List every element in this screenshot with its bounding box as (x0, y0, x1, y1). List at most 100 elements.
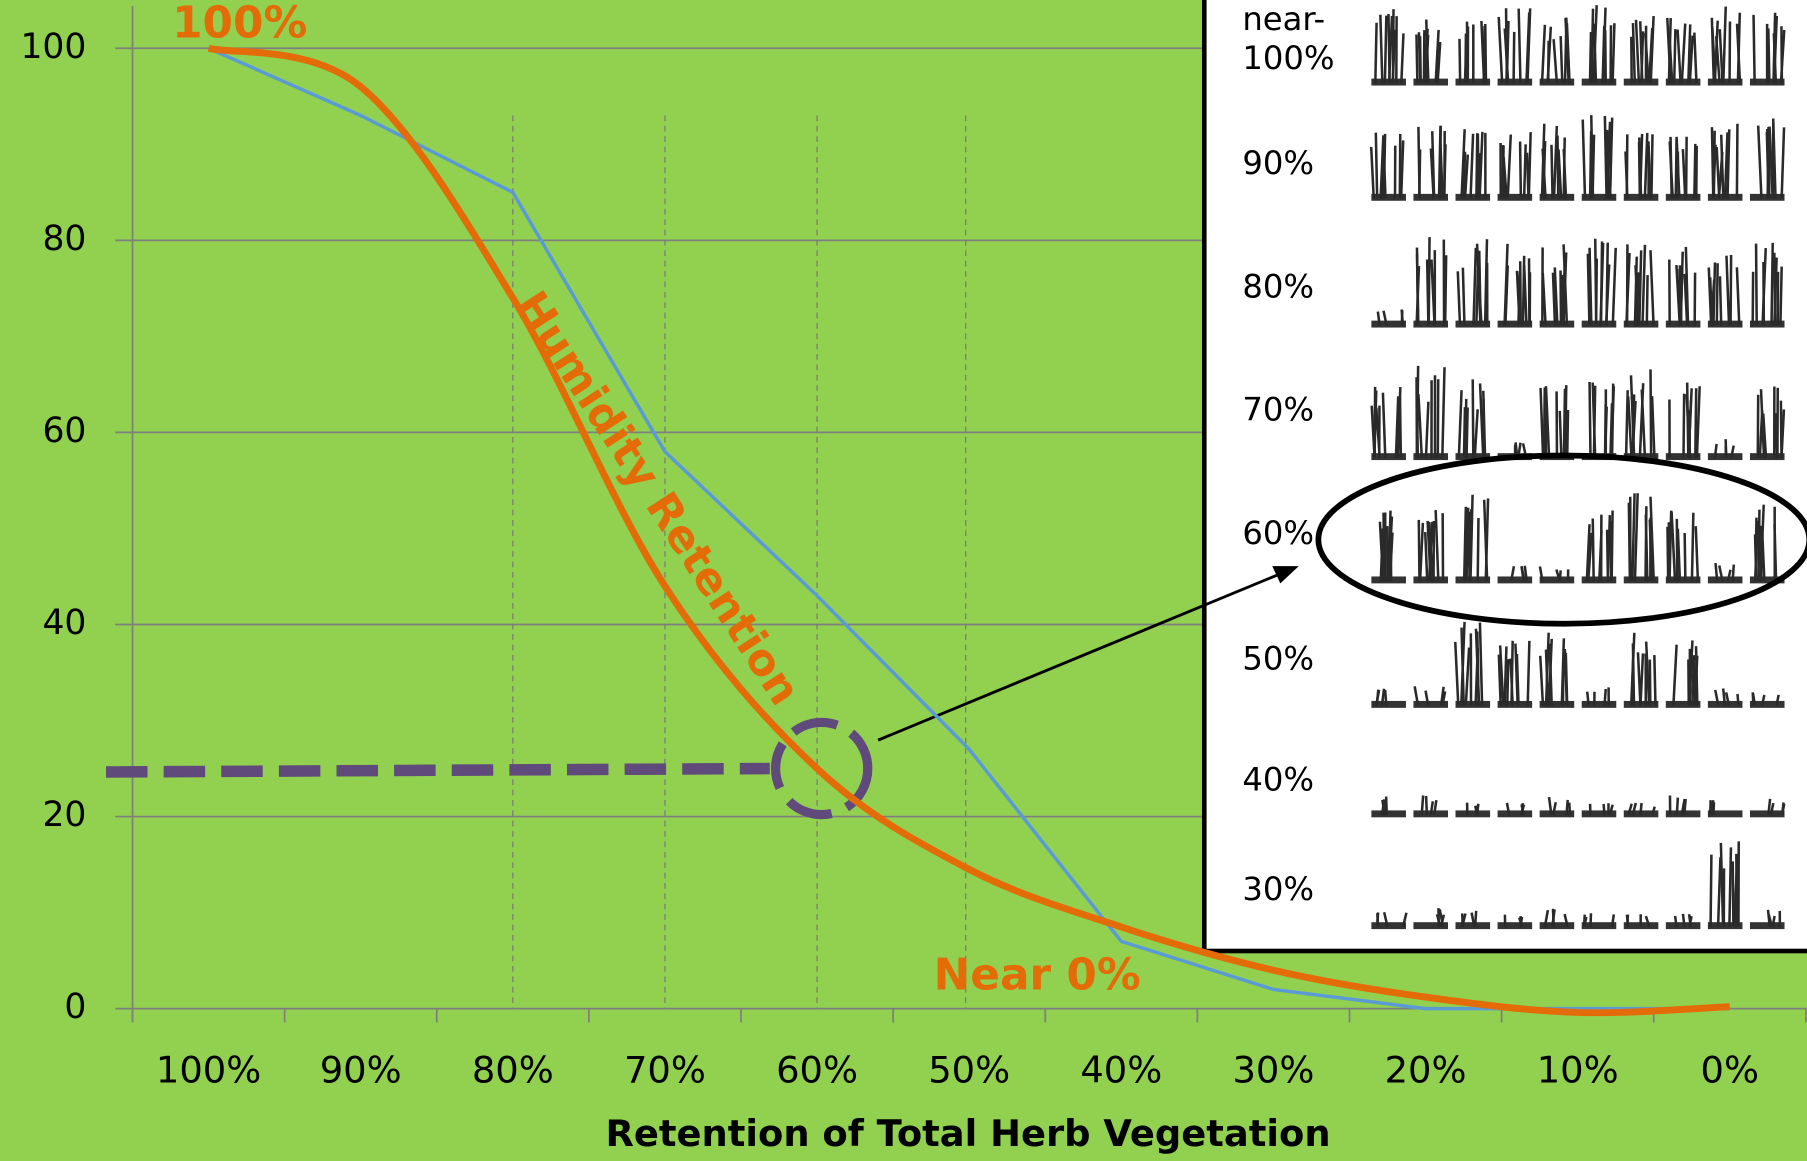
photo-base (1371, 193, 1406, 201)
photo-stem (1497, 654, 1502, 706)
annotation: 100% (172, 0, 307, 49)
photo-stem (1625, 134, 1629, 199)
photo-base (1497, 78, 1533, 86)
photo-stem (1389, 516, 1393, 582)
photo-stem (1434, 29, 1440, 84)
photo-stem (1379, 14, 1384, 84)
photo-stem (1640, 389, 1647, 458)
photo-stem (1375, 689, 1380, 706)
x-axis-label: Retention of Total Herb Vegetation (606, 1112, 1331, 1155)
photo-stem (1520, 565, 1526, 582)
photo-stem (1729, 445, 1735, 459)
photo-base (1581, 193, 1617, 201)
photo-stem (1424, 19, 1430, 84)
photo-base (1665, 700, 1701, 708)
photo-base (1455, 700, 1491, 708)
photo-stem (1601, 7, 1607, 84)
photo-stem (1382, 133, 1387, 199)
photo-stem (1505, 659, 1510, 706)
photo-stem (1681, 913, 1686, 927)
photo-stem (1649, 496, 1656, 582)
photo-stem (1634, 265, 1640, 326)
photo-stem (1693, 32, 1698, 84)
photo-stem (1563, 385, 1568, 458)
x-tick-label: 100% (156, 1049, 261, 1092)
photo-stem (1780, 803, 1786, 816)
photo-stem (1711, 27, 1717, 84)
photo-stem (1523, 565, 1528, 582)
inset-label: 40% (1242, 761, 1314, 799)
photo-stem (1430, 131, 1436, 199)
photo-stem (1712, 802, 1716, 816)
photo-stem (1460, 627, 1466, 706)
photo-stem (1538, 655, 1545, 706)
photo-stem (1729, 255, 1733, 326)
photo-stem (1591, 518, 1595, 582)
y-tick-label: 100 (20, 27, 86, 67)
inset-label: 30% (1242, 870, 1314, 908)
photo-stem (1581, 119, 1587, 199)
photo-base (1497, 193, 1533, 201)
photo-stem (1382, 911, 1389, 928)
photo-stem (1641, 244, 1647, 326)
photo-stem (1588, 32, 1593, 84)
photo-stem (1724, 692, 1731, 706)
photo-stem (1454, 641, 1460, 706)
inset-label: 70% (1242, 391, 1314, 429)
photo-stem (1565, 799, 1569, 816)
photo-stem (1470, 912, 1476, 928)
photo-base (1371, 453, 1406, 461)
photo-stem (1553, 267, 1559, 326)
photo-stem (1464, 647, 1471, 706)
photo-stem (1519, 916, 1524, 928)
photo-stem (1429, 801, 1435, 816)
photo-base (1413, 193, 1449, 201)
photo-stem (1695, 386, 1701, 458)
photo-base (1707, 576, 1743, 584)
photo-base (1749, 576, 1785, 584)
x-tick-label: 90% (320, 1049, 402, 1092)
photo-stem (1478, 622, 1484, 706)
photo-stem (1713, 689, 1720, 706)
photo-stem (1552, 125, 1559, 199)
photo-stem (1556, 135, 1560, 199)
inset-label: 60% (1242, 514, 1314, 552)
photo-stem (1558, 410, 1563, 458)
photo-stem (1427, 237, 1431, 326)
photo-stem (1761, 248, 1767, 326)
photo-stem (1558, 570, 1562, 582)
photo-base (1665, 576, 1701, 584)
photo-stem (1551, 909, 1556, 927)
photo-stem (1517, 8, 1522, 84)
photo-stem (1716, 857, 1722, 927)
photo-base (1707, 810, 1743, 818)
photo-stem (1752, 14, 1756, 84)
photo-stem (1457, 390, 1463, 458)
photo-stem (1376, 311, 1381, 326)
photo-stem (1424, 795, 1429, 816)
photo-stem (1469, 494, 1474, 582)
photo-stem (1382, 512, 1386, 582)
highlight-ellipse (1315, 452, 1807, 627)
photo-stem (1382, 310, 1388, 326)
photo-stem (1707, 267, 1713, 326)
photo-stem (1439, 686, 1445, 706)
photo-stem (1476, 517, 1480, 582)
photo-stem (1475, 269, 1480, 326)
photo-stem (1387, 15, 1394, 84)
photo-stem (1424, 690, 1430, 706)
photo-stem (1551, 272, 1557, 326)
photo-stem (1625, 914, 1630, 927)
photo-stem (1400, 33, 1405, 84)
photo-stem (1768, 126, 1774, 199)
photo-stem (1465, 21, 1469, 84)
photo-stem (1430, 259, 1436, 326)
photo-stem (1712, 262, 1717, 326)
photo-stem (1588, 381, 1592, 458)
photo-stem (1539, 387, 1545, 458)
photo-stem (1498, 645, 1505, 706)
photo-stem (1568, 802, 1572, 816)
photo-stem (1542, 141, 1547, 199)
guide-lines (512, 115, 967, 1009)
